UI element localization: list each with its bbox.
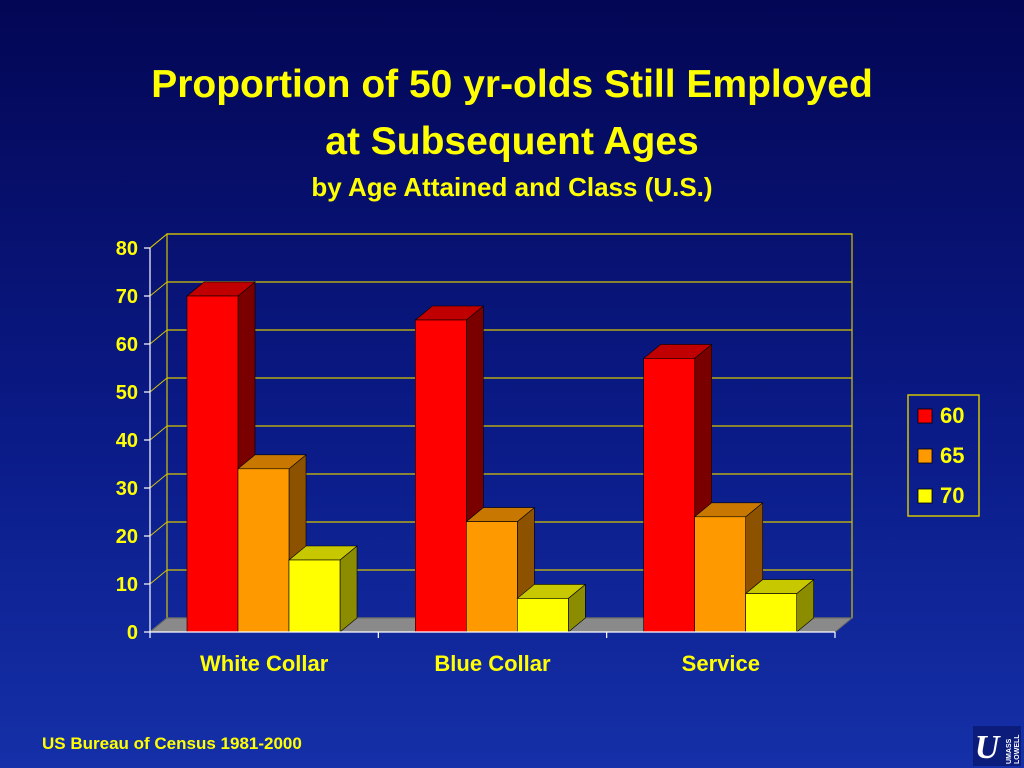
- bar-0-0: [186, 295, 239, 633]
- chart-title-line-1: Proportion of 50 yr-olds Still Employed: [151, 63, 873, 106]
- gridline-side: [149, 425, 168, 441]
- legend-swatch: [917, 488, 933, 504]
- source-note: US Bureau of Census 1981-2000: [42, 734, 302, 753]
- y-tick-label: 80: [116, 238, 138, 260]
- gridline-side: [149, 521, 168, 537]
- y-tick-label: 30: [116, 478, 138, 500]
- gridline-side: [149, 233, 168, 249]
- chart-title-line-2: at Subsequent Ages: [325, 120, 699, 163]
- y-tick-label: 40: [116, 430, 138, 452]
- umass-lowell-logo: U UMASS LOWELL: [973, 726, 1021, 766]
- gridline-side: [149, 473, 168, 489]
- legend-label: 65: [940, 443, 964, 468]
- bar-side: [339, 545, 358, 633]
- bar-2-2: [745, 593, 797, 633]
- x-tick-label: White Collar: [200, 651, 329, 676]
- y-tick-label: 70: [116, 286, 138, 308]
- y-tick-label: 0: [127, 622, 138, 644]
- y-tick-label: 20: [116, 526, 138, 548]
- y-tick-label: 50: [116, 382, 138, 404]
- bar-1-1: [466, 521, 518, 633]
- legend-swatch: [917, 408, 933, 424]
- bar-2-0: [643, 358, 695, 633]
- x-tick-label: Service: [682, 651, 760, 676]
- legend-label: 60: [940, 403, 964, 428]
- bar-0-1: [237, 468, 290, 633]
- gridline-side: [149, 329, 168, 345]
- logo-side-text-1: UMASS: [1006, 738, 1013, 764]
- bar-0-2: [288, 559, 341, 633]
- gridline-side: [149, 569, 168, 585]
- y-tick-label: 60: [116, 334, 138, 356]
- legend-box: [907, 394, 980, 517]
- x-tick-label: Blue Collar: [434, 651, 551, 676]
- gridline-side: [149, 377, 168, 393]
- logo-letter: U: [975, 729, 1002, 766]
- legend-label: 70: [940, 483, 964, 508]
- legend-swatch: [917, 448, 933, 464]
- y-tick-label: 10: [116, 574, 138, 596]
- bar-1-0: [415, 319, 467, 633]
- chart-subtitle: by Age Attained and Class (U.S.): [311, 172, 713, 202]
- gridline-side: [149, 281, 168, 297]
- bar-2-1: [694, 516, 746, 633]
- logo-side-text-2: LOWELL: [1014, 734, 1021, 764]
- bar-1-2: [517, 598, 569, 633]
